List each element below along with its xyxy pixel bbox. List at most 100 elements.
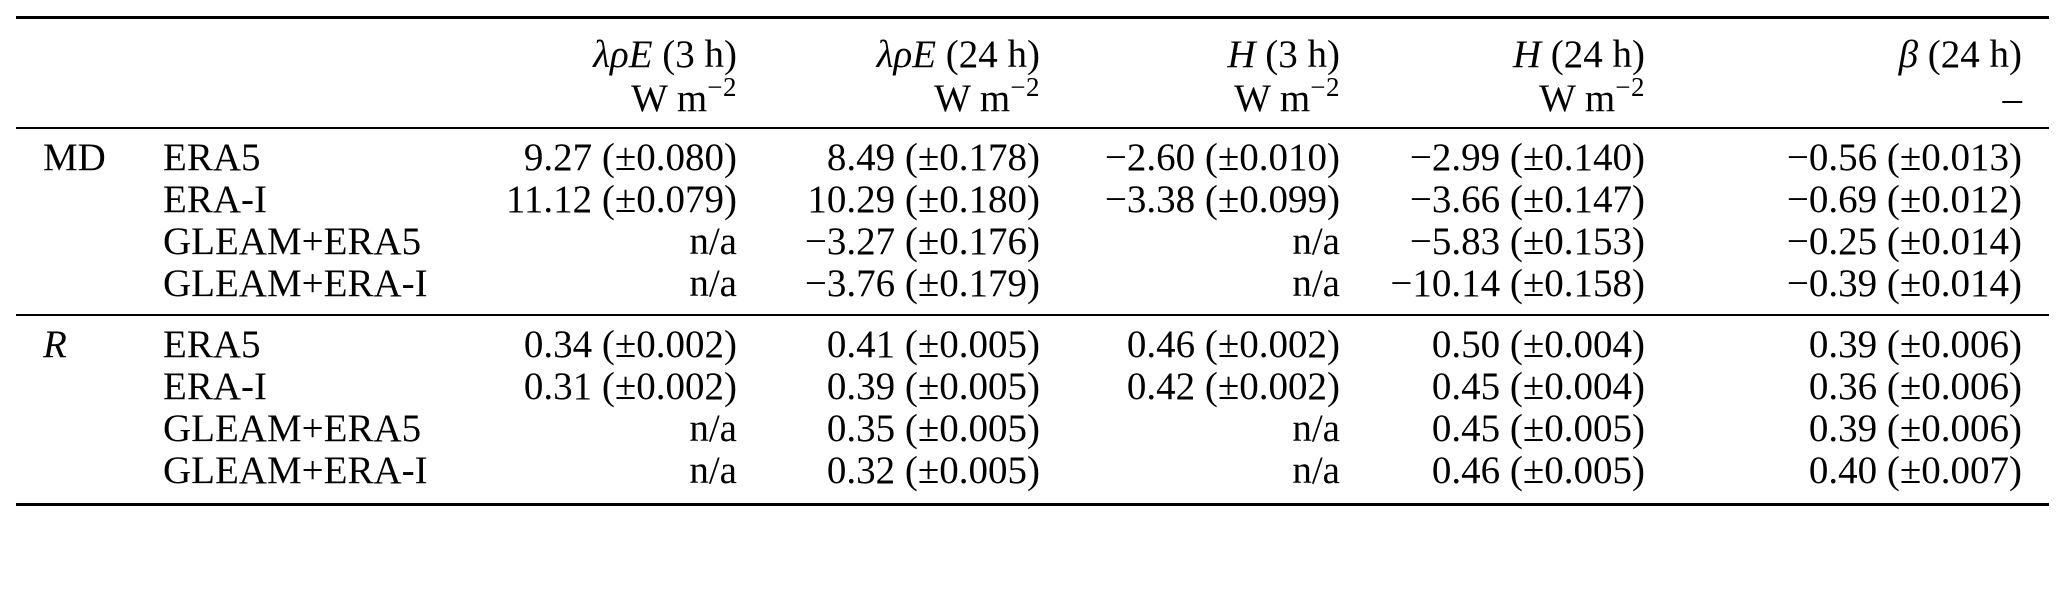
- row-group-label: R: [43, 323, 67, 366]
- h-symbol: H: [1227, 33, 1256, 76]
- column-period: (3 h): [652, 33, 737, 76]
- row-group-label: [16, 366, 150, 408]
- column-period: (24 h): [1541, 33, 1645, 76]
- column-header-lpe-3h: λρE (3 h) W m−2: [460, 17, 737, 129]
- metric-value: n/a: [1292, 449, 1340, 492]
- metric-value: −0.56 (±0.013): [1786, 136, 2022, 179]
- row-dataset-label: ERA-I: [163, 178, 267, 221]
- metric-value: n/a: [1292, 407, 1340, 450]
- metric-value: −0.69 (±0.012): [1786, 178, 2022, 221]
- row-dataset-label: ERA-I: [163, 365, 267, 408]
- column-unit: W m−2: [1539, 72, 1645, 120]
- metric-value: −3.27 (±0.176): [804, 220, 1040, 263]
- row-group-label: [16, 179, 150, 221]
- md-block: MD ERA5 9.27 (±0.080) 8.49 (±0.178) −2.6…: [16, 128, 2049, 316]
- row-group-label: [16, 450, 150, 505]
- metric-value: n/a: [689, 407, 737, 450]
- row-group-label: [16, 263, 150, 316]
- unit-exponent: −2: [1310, 72, 1340, 103]
- column-title: β (24 h): [1645, 33, 2022, 77]
- metric-value: −2.60 (±0.010): [1104, 136, 1340, 179]
- lambda-rho-e-symbol: λρE: [593, 33, 653, 76]
- metric-value: −3.38 (±0.099): [1104, 178, 1340, 221]
- column-title: λρE (3 h): [460, 33, 737, 77]
- metric-value: 0.46 (±0.005): [1431, 449, 1645, 492]
- metric-value: 10.29 (±0.180): [807, 178, 1040, 221]
- column-unit: W m−2: [1234, 72, 1340, 120]
- metric-value: 0.39 (±0.005): [826, 365, 1040, 408]
- metric-value: 9.27 (±0.080): [523, 136, 737, 179]
- lambda-rho-e-symbol: λρE: [876, 33, 937, 76]
- unit-exponent: −2: [707, 72, 737, 103]
- row-dataset-label: GLEAM+ERA-I: [150, 263, 460, 316]
- column-unit: W m−2: [631, 72, 737, 120]
- table-row: R ERA5 0.34 (±0.002) 0.41 (±0.005) 0.46 …: [16, 315, 2049, 366]
- row-dataset-label: ERA5: [163, 136, 261, 179]
- table-row: GLEAM+ERA-I n/a −3.76 (±0.179) n/a −10.1…: [16, 263, 2049, 316]
- column-title: λρE (24 h): [737, 33, 1040, 77]
- metric-value: 0.42 (±0.002): [1126, 365, 1340, 408]
- table-header: λρE (3 h) W m−2 λρE (24 h) W m−2 H (3 h)…: [16, 17, 2049, 129]
- metric-value: 8.49 (±0.178): [826, 136, 1040, 179]
- table-row: GLEAM+ERA5 n/a −3.27 (±0.176) n/a −5.83 …: [16, 221, 2049, 263]
- metric-value: 0.31 (±0.002): [523, 365, 737, 408]
- metric-value: 0.32 (±0.005): [826, 449, 1040, 492]
- row-group-label: [16, 408, 150, 450]
- metric-value: 0.45 (±0.004): [1431, 365, 1645, 408]
- metric-value: 0.41 (±0.005): [826, 323, 1040, 366]
- column-period: (24 h): [1918, 33, 2022, 76]
- metric-value: n/a: [1292, 220, 1340, 263]
- metric-value: −0.39 (±0.014): [1645, 263, 2049, 316]
- row-dataset-label: GLEAM+ERA-I: [163, 449, 428, 492]
- row-dataset-label: ERA5: [163, 323, 261, 366]
- column-header-lpe-24h: λρE (24 h) W m−2: [737, 17, 1040, 129]
- metric-value: −2.99 (±0.140): [1409, 136, 1645, 179]
- column-header-h-3h: H (3 h) W m−2: [1040, 17, 1340, 129]
- unit-exponent: −2: [1010, 72, 1040, 103]
- h-symbol: H: [1512, 33, 1542, 76]
- metric-value: −3.76 (±0.179): [737, 263, 1040, 316]
- metric-value: −5.83 (±0.153): [1409, 220, 1645, 263]
- metric-value: 0.36 (±0.006): [1808, 365, 2022, 408]
- metric-value: 11.12 (±0.079): [505, 178, 737, 221]
- column-header-beta-24h: β (24 h) –: [1645, 17, 2049, 129]
- metric-value: 0.50 (±0.004): [1431, 323, 1645, 366]
- metric-value: n/a: [460, 263, 737, 316]
- metric-value: 0.39 (±0.006): [1808, 407, 2022, 450]
- metric-value: 0.45 (±0.005): [1431, 407, 1645, 450]
- metric-value: 0.35 (±0.005): [826, 407, 1040, 450]
- table-row: GLEAM+ERA-I n/a 0.32 (±0.005) n/a 0.46 (…: [16, 450, 2049, 505]
- metric-value: 0.40 (±0.007): [1808, 449, 2022, 492]
- table-row: ERA-I 11.12 (±0.079) 10.29 (±0.180) −3.3…: [16, 179, 2049, 221]
- column-title: H (3 h): [1040, 33, 1340, 77]
- metric-value: −0.25 (±0.014): [1786, 220, 2022, 263]
- metric-value: 0.34 (±0.002): [523, 323, 737, 366]
- metric-value: n/a: [689, 449, 737, 492]
- beta-symbol: β: [1898, 33, 1919, 76]
- metric-value: −3.66 (±0.147): [1409, 178, 1645, 221]
- table-row: ERA-I 0.31 (±0.002) 0.39 (±0.005) 0.42 (…: [16, 366, 2049, 408]
- metric-value: 0.46 (±0.002): [1126, 323, 1340, 366]
- unit-exponent: −2: [1615, 72, 1645, 103]
- metric-value: n/a: [1040, 263, 1340, 316]
- table-row: GLEAM+ERA5 n/a 0.35 (±0.005) n/a 0.45 (±…: [16, 408, 2049, 450]
- row-group-label: [16, 221, 150, 263]
- header-empty-cell: [16, 17, 460, 129]
- metric-value: n/a: [689, 220, 737, 263]
- column-header-h-24h: H (24 h) W m−2: [1340, 17, 1645, 129]
- row-group-label: MD: [43, 136, 106, 179]
- row-dataset-label: GLEAM+ERA5: [163, 407, 422, 450]
- row-dataset-label: GLEAM+ERA5: [163, 220, 422, 263]
- r-block: R ERA5 0.34 (±0.002) 0.41 (±0.005) 0.46 …: [16, 315, 2049, 505]
- header-row: λρE (3 h) W m−2 λρE (24 h) W m−2 H (3 h)…: [16, 17, 2049, 129]
- column-period: (24 h): [936, 33, 1040, 76]
- metric-value: −10.14 (±0.158): [1340, 263, 1645, 316]
- column-unit: W m−2: [934, 72, 1040, 120]
- metric-value: 0.39 (±0.006): [1808, 323, 2022, 366]
- table-row: MD ERA5 9.27 (±0.080) 8.49 (±0.178) −2.6…: [16, 128, 2049, 179]
- column-title: H (24 h): [1340, 33, 1645, 77]
- column-period: (3 h): [1255, 33, 1340, 76]
- results-table: λρE (3 h) W m−2 λρE (24 h) W m−2 H (3 h)…: [16, 16, 2049, 506]
- column-unit: –: [2002, 77, 2023, 120]
